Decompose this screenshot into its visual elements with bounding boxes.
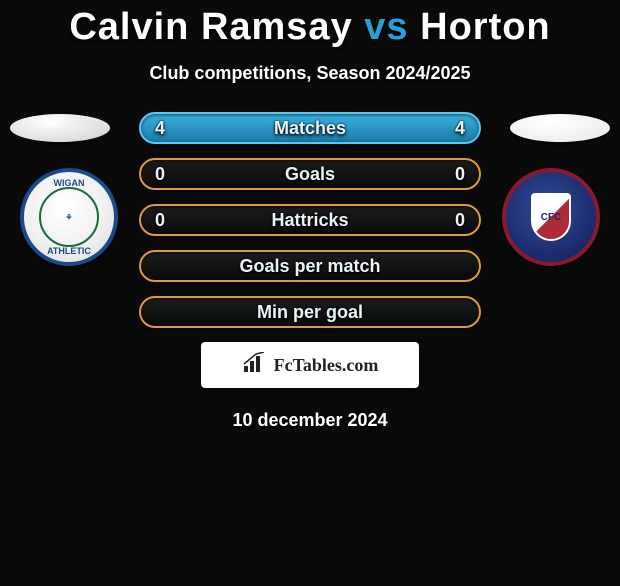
stat-left-value: 4	[155, 118, 165, 139]
stat-label: Min per goal	[257, 302, 363, 323]
stat-label: Goals	[285, 164, 335, 185]
stat-bar-min-per-goal: Min per goal	[139, 296, 481, 328]
comparison-title: Calvin Ramsay vs Horton	[0, 6, 620, 49]
stat-bar-goals: 0 Goals 0	[139, 158, 481, 190]
attribution-text: FcTables.com	[274, 355, 379, 376]
date-text: 10 december 2024	[0, 410, 620, 431]
comparison-content: WIGAN ⚘ ATHLETIC CFC 4 Matches 4 0 Goals…	[0, 112, 620, 431]
stat-bar-goals-per-match: Goals per match	[139, 250, 481, 282]
subtitle: Club competitions, Season 2024/2025	[0, 63, 620, 84]
player1-marker-oval	[10, 114, 110, 142]
stat-right-value: 4	[455, 118, 465, 139]
player2-name: Horton	[420, 6, 551, 48]
player2-club-badge: CFC	[502, 168, 600, 266]
stat-left-value: 0	[155, 210, 165, 231]
stat-left-value: 0	[155, 164, 165, 185]
stat-bar-matches: 4 Matches 4	[139, 112, 481, 144]
stat-label: Hattricks	[271, 210, 348, 231]
player2-marker-oval	[510, 114, 610, 142]
stat-right-value: 0	[455, 210, 465, 231]
stat-bar-hattricks: 0 Hattricks 0	[139, 204, 481, 236]
stat-bars: 4 Matches 4 0 Goals 0 0 Hattricks 0 Goal…	[139, 112, 481, 328]
chart-icon	[242, 352, 268, 379]
stat-label: Matches	[274, 118, 346, 139]
badge-left-inner: ⚘	[39, 187, 99, 247]
stat-right-value: 0	[455, 164, 465, 185]
badge-left-bottom-text: ATHLETIC	[47, 246, 91, 256]
vs-text: vs	[364, 6, 408, 48]
player1-name: Calvin Ramsay	[69, 6, 352, 48]
player1-club-badge: WIGAN ⚘ ATHLETIC	[20, 168, 118, 266]
attribution-box: FcTables.com	[201, 342, 419, 388]
badge-right-shield: CFC	[531, 193, 571, 241]
stat-label: Goals per match	[239, 256, 380, 277]
badge-left-top-text: WIGAN	[54, 178, 85, 188]
